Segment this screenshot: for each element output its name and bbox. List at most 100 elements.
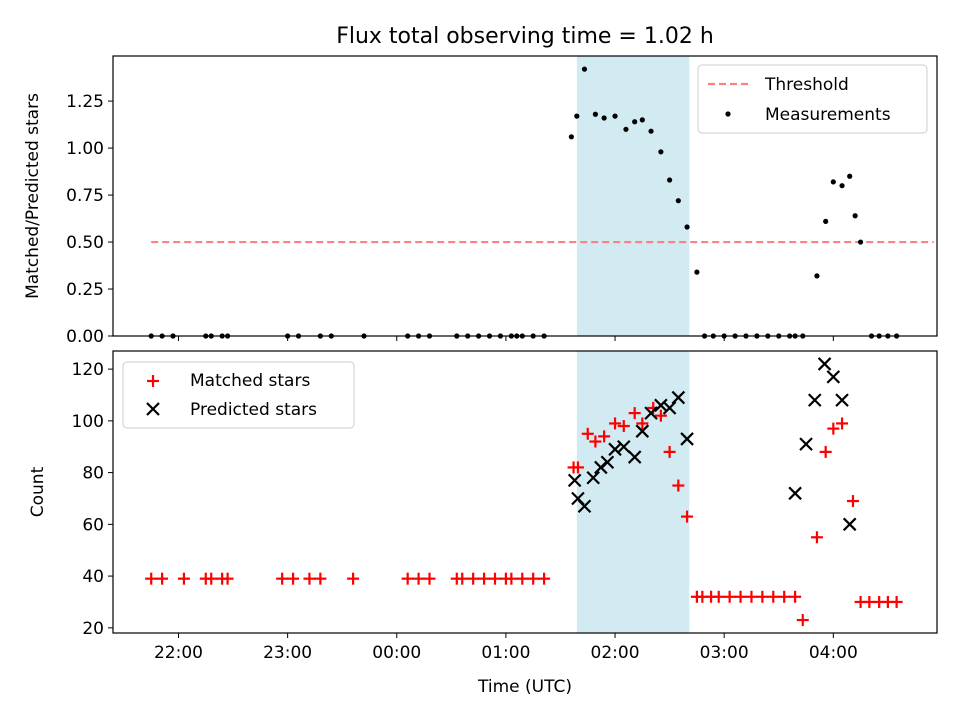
bottom-y-axis-label: Count <box>28 466 48 517</box>
matched-point <box>538 572 551 585</box>
matched-point <box>827 422 840 435</box>
matched-legend-label: Matched stars <box>190 371 310 391</box>
matched-point <box>796 614 809 627</box>
measurement-point <box>568 134 574 140</box>
bottom-y-tick-label: 100 <box>72 412 104 432</box>
predicted-point <box>680 432 694 446</box>
measurement-point <box>839 183 845 189</box>
predicted-point <box>788 486 802 501</box>
measurement-point <box>667 177 673 183</box>
matched-point <box>598 430 611 443</box>
matched-point <box>401 572 414 585</box>
matched-point <box>314 572 327 585</box>
matched-point <box>467 572 480 585</box>
matched-point <box>767 590 780 603</box>
matched-point <box>177 572 190 585</box>
measurement-point <box>632 119 638 125</box>
predicted-point <box>835 393 849 407</box>
top-panel: 0.00 0.25 0.50 0.75 1.00 1.25 Matched/Predict… <box>23 55 938 347</box>
predicted-legend-swatch <box>146 402 160 416</box>
predicted-point <box>635 424 650 438</box>
matched-point <box>456 572 469 585</box>
top-y-tick-label: 1.00 <box>66 139 104 159</box>
chart-title: Flux total observing time = 1.02 h <box>336 24 714 49</box>
predicted-point <box>577 499 592 514</box>
matched-point <box>516 572 529 585</box>
top-y-tick-label: 0.25 <box>66 280 104 300</box>
bottom-y-tick-label: 120 <box>72 360 104 380</box>
bottom-y-tick-label: 20 <box>82 619 104 639</box>
top-y-tick-label: 1.25 <box>66 92 104 112</box>
matched-point <box>145 572 158 585</box>
matched-point <box>347 572 360 585</box>
predicted-point <box>608 442 622 457</box>
top-y-ticks: 0.00 0.25 0.50 0.75 1.00 1.25 <box>66 92 113 347</box>
bottom-legend: Matched stars Predicted stars <box>122 361 355 429</box>
predicted-point <box>807 393 822 407</box>
matched-point <box>723 590 736 603</box>
bottom-y-tick-label: 60 <box>82 515 104 535</box>
predicted-point <box>826 370 841 384</box>
measurement-point <box>675 198 681 204</box>
matched-point <box>571 461 584 474</box>
matched-point <box>287 572 300 585</box>
bottom-legend-frame <box>122 361 355 429</box>
x-tick-label: 22:00 <box>154 643 203 663</box>
measurement-point <box>592 111 598 117</box>
matched-point <box>890 595 903 608</box>
measurements-legend-swatch <box>725 111 731 117</box>
matched-legend-swatch <box>147 375 159 387</box>
top-y-tick-label: 0.75 <box>66 186 104 206</box>
predicted-point <box>671 390 686 405</box>
matched-point <box>589 435 602 448</box>
matched-point <box>423 572 436 585</box>
matched-point <box>617 420 630 433</box>
matched-point <box>628 407 641 420</box>
top-legend-frame <box>697 64 928 134</box>
measurement-point <box>574 113 580 119</box>
predicted-point <box>616 439 631 454</box>
predicted-point <box>644 406 658 420</box>
matched-point <box>681 510 694 523</box>
x-axis-label: Time (UTC) <box>477 677 572 697</box>
matched-point <box>778 590 791 603</box>
predicted-point <box>586 470 600 485</box>
matched-point <box>672 479 685 492</box>
matched-point <box>581 427 594 440</box>
top-span-rect <box>576 56 690 336</box>
matched-point <box>205 572 218 585</box>
matched-point <box>789 590 802 603</box>
matched-stars-series <box>145 401 903 627</box>
matched-point <box>303 572 316 585</box>
bottom-panel: 20 40 60 80 100 120 22:00 23:00 00:00 01:00 02:00… <box>28 350 938 697</box>
predicted-point <box>842 517 857 532</box>
bottom-span-rect <box>576 351 690 633</box>
measurement-point <box>684 224 690 230</box>
matched-point <box>734 590 747 603</box>
top-y-tick-label: 0.00 <box>66 327 104 347</box>
x-tick-label: 00:00 <box>372 643 421 663</box>
matched-point <box>609 417 622 430</box>
matched-point <box>221 572 234 585</box>
predicted-point <box>627 450 642 464</box>
matched-point <box>412 572 425 585</box>
measurement-point <box>658 149 664 155</box>
bottom-y-ticks: 20 40 60 80 100 120 <box>72 360 113 639</box>
predicted-legend-label: Predicted stars <box>190 400 317 420</box>
measurement-point <box>694 269 700 275</box>
x-tick-label: 23:00 <box>263 643 312 663</box>
matched-point <box>488 572 501 585</box>
measurement-point <box>852 213 858 219</box>
measurement-point <box>830 179 836 185</box>
measurement-point <box>847 173 853 179</box>
predicted-point <box>662 401 677 415</box>
top-x-ticks <box>177 336 834 341</box>
x-tick-label: 01:00 <box>481 643 530 663</box>
matched-point <box>745 590 758 603</box>
matched-point <box>505 572 518 585</box>
bottom-shaded-span <box>576 351 690 633</box>
measurement-point <box>648 128 654 134</box>
measurement-point <box>623 126 629 132</box>
bottom-y-tick-label: 40 <box>82 567 104 587</box>
